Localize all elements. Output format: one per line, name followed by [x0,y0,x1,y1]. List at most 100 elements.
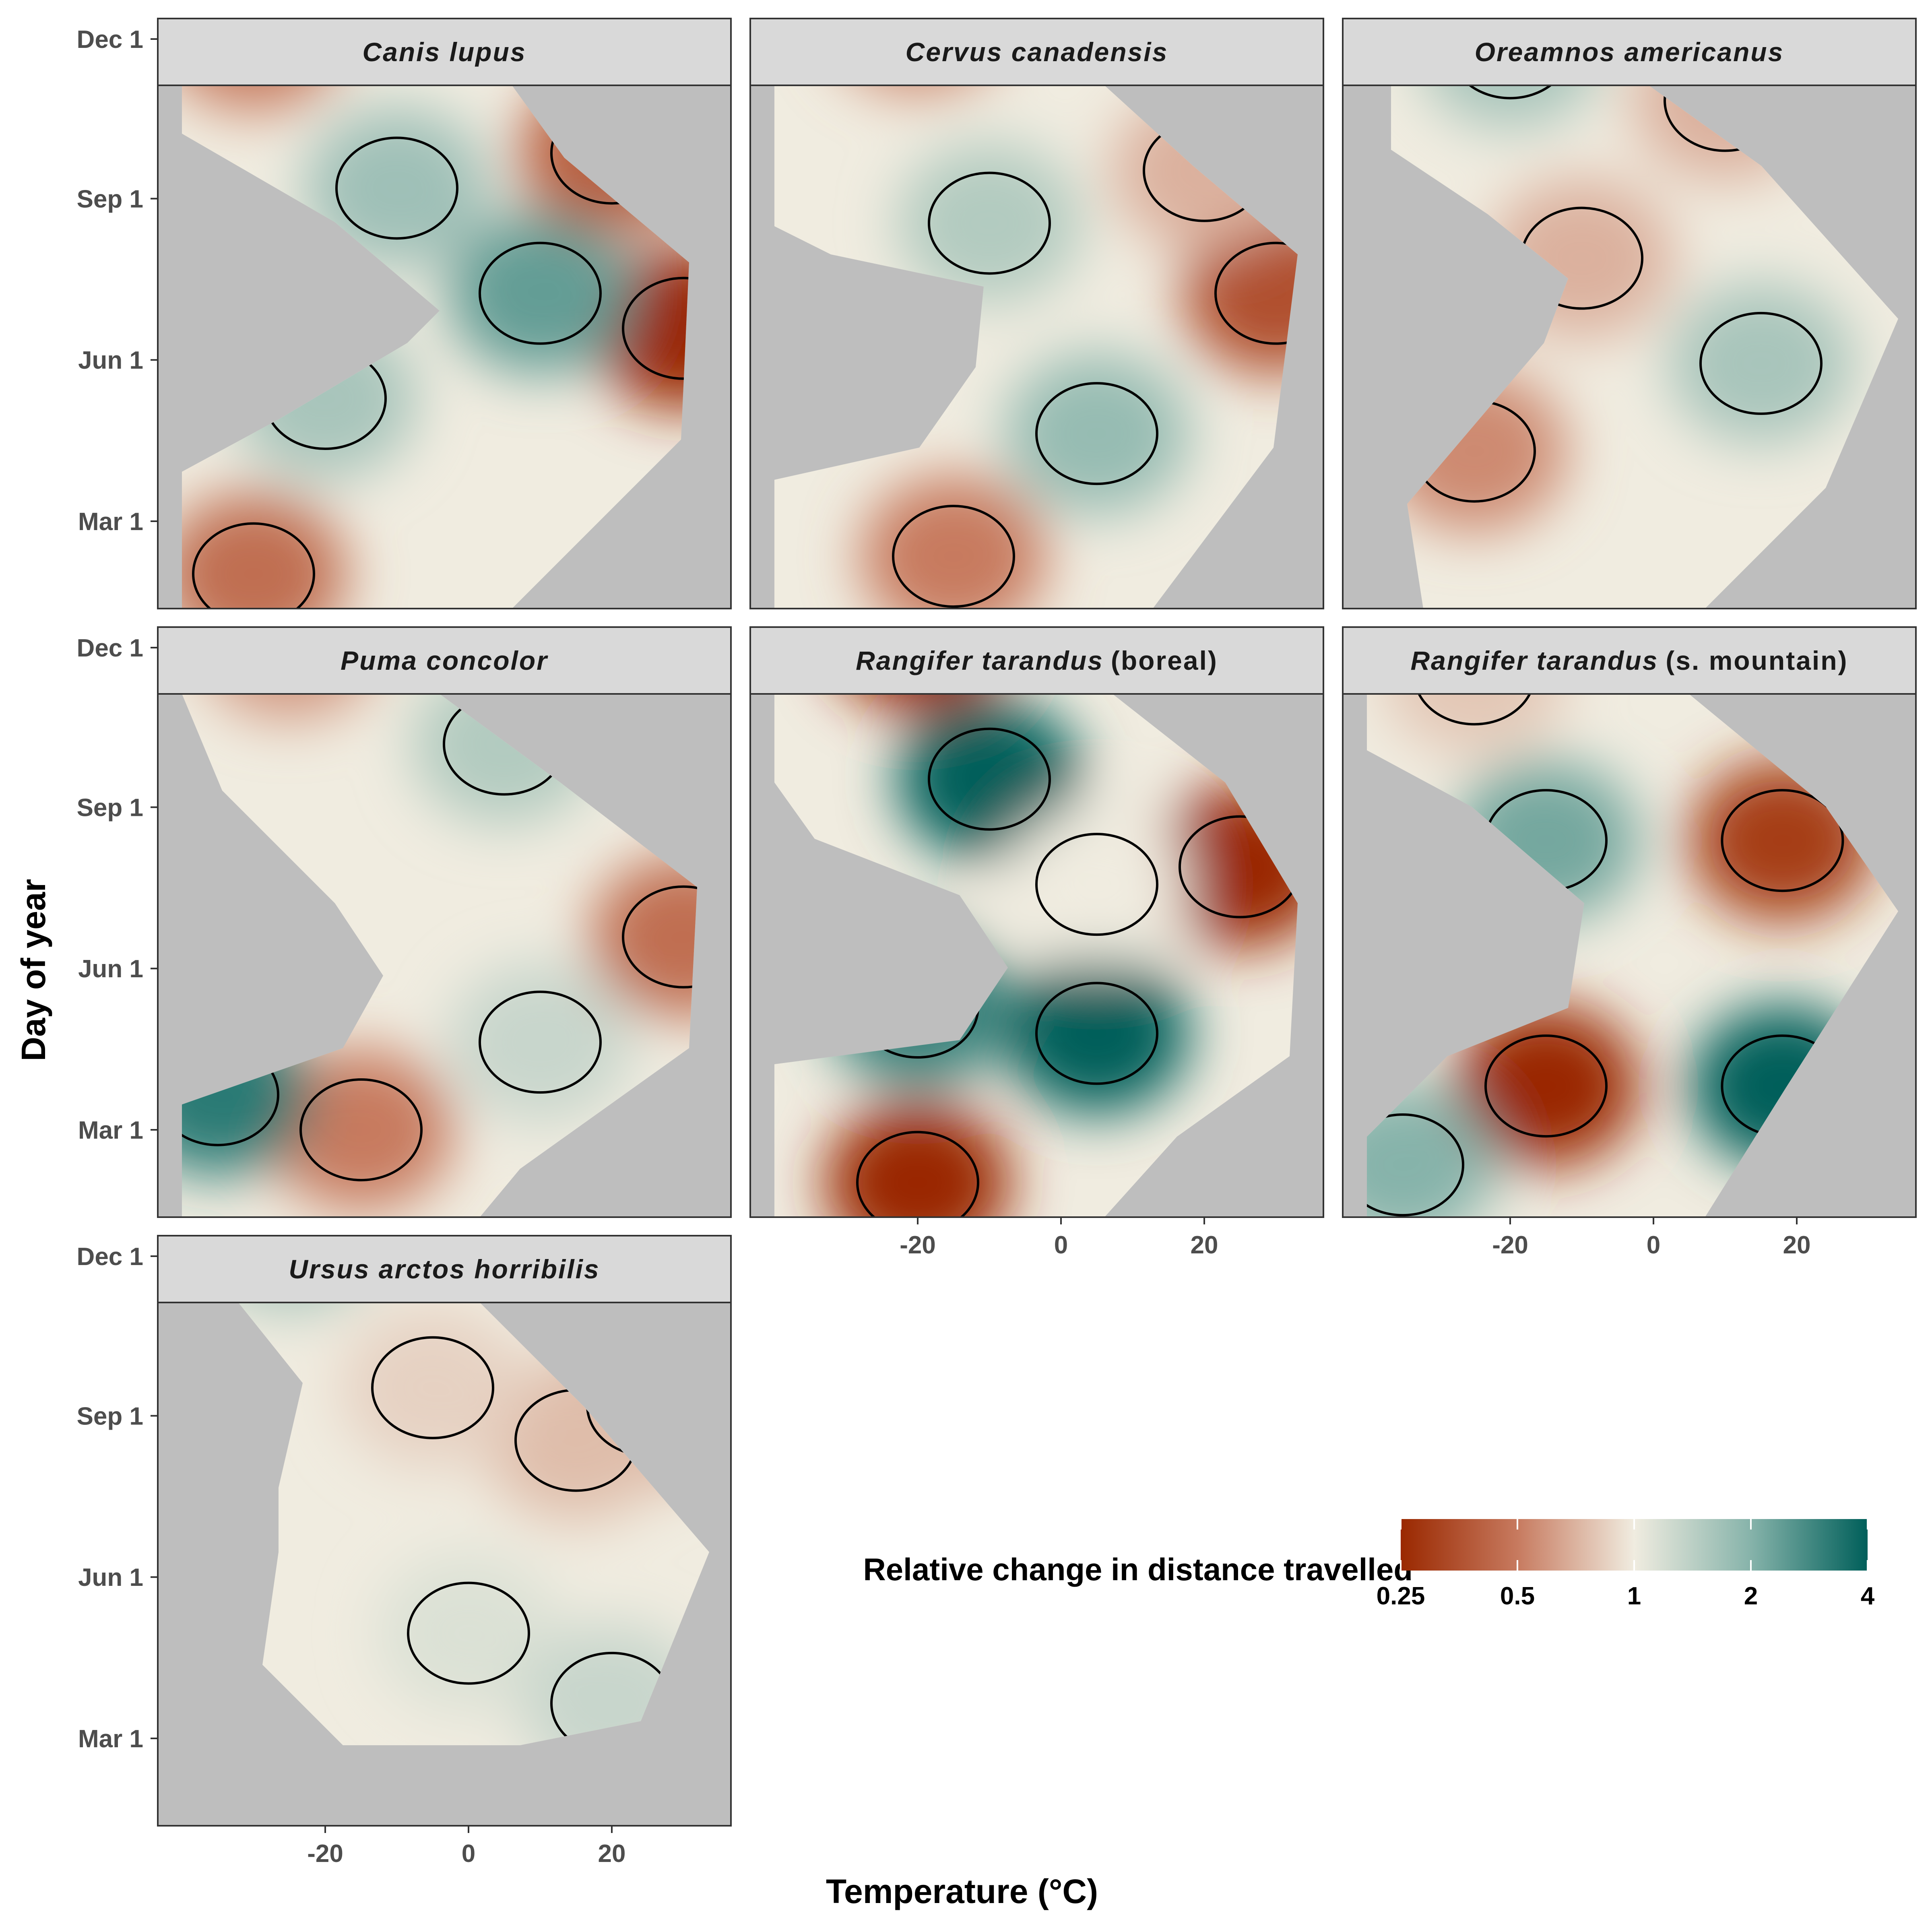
heatmap-cell [376,1552,561,1714]
heatmap-cell [591,248,689,409]
facet-panel: Cervus canadensis [749,18,1324,609]
heatmap-cell [1668,283,1854,444]
facet-title: Canis lupus [362,37,526,67]
contour-line [1035,382,1158,485]
y-tick-label: Mar 1 [78,508,143,536]
contour-line [622,885,697,989]
contour-line [1413,694,1536,726]
facet-title: Cervus canadensis [906,37,1168,67]
y-tick-label: Sep 1 [77,185,143,213]
x-tick-label: 0 [1647,1231,1660,1259]
panel-border [749,85,1324,609]
facet-panel: Ursus arctos horribilis Mar 1 Jun 1 Sep 1 De… [77,1235,732,1868]
heatmap-cell [825,1102,1010,1217]
facet-title: Rangifer tarandus (boreal) [856,646,1218,675]
y-tick-label: Sep 1 [77,794,143,822]
panel-border [1342,693,1917,1218]
legend-tick-label: 2 [1744,1582,1758,1610]
facet-panel: Canis lupus Mar 1 Jun 1 Sep 1 Dec 1 [77,18,732,609]
heatmap-cell [1004,953,1189,1114]
facet-title-qualifier: (s. mountain) [1666,646,1848,675]
facet-title: Oreamnos americanus [1475,37,1784,67]
heatmap-cell [304,107,489,269]
heatmap-cell [1382,694,1567,755]
heatmap-cell [182,493,346,609]
y-tick-label: Sep 1 [77,1402,143,1430]
x-tick-label: 0 [1054,1231,1068,1259]
y-tick-label: Dec 1 [77,26,143,54]
heatmap-cell [1418,85,1603,128]
contour-line [1179,815,1298,919]
x-tick-label: -20 [1492,1231,1528,1259]
y-tick-label: Jun 1 [78,1564,143,1591]
contour-line [1214,242,1298,345]
contour-line [1484,1034,1608,1138]
y-tick-label: Mar 1 [78,1117,143,1144]
contour-line [407,1581,530,1685]
facet-strip [157,626,732,695]
facet-strip [157,1235,732,1303]
heatmap-cell [340,1307,525,1468]
facet-title: Puma concolor [341,646,548,675]
heatmap-cell [268,1049,454,1210]
facet-strip [1342,18,1917,86]
heatmap-cell [1004,353,1189,514]
legend-tick-label: 4 [1861,1582,1875,1610]
facet-panel: Puma concolor Mar 1 Jun 1 Sep 1 Dec 1 [77,626,732,1218]
contour-line [479,242,602,345]
facet-title-species: Canis lupus [362,37,526,67]
color-legend: Relative change in distance travelled 0.… [863,1519,1875,1610]
heatmap-cell [448,962,633,1123]
facet-panel: Oreamnos americanus [1342,18,1917,609]
x-tick-label: 20 [1191,1231,1218,1259]
facet-panel: Rangifer tarandus (boreal) -20 0 20 [749,626,1324,1259]
contour-line [928,727,1051,831]
heatmap-cell [897,698,1082,860]
heatmap-cell [591,856,697,1018]
contour-line [1449,85,1572,99]
panel-border [749,693,1324,1218]
contour-line [1035,833,1158,936]
facet-title-species: Cervus canadensis [906,37,1168,67]
contour-line [371,1336,494,1439]
contour-line [928,171,1051,275]
x-tick-label: 20 [598,1840,626,1868]
facet-panel: Rangifer tarandus (s. mountain) -20 0 20 [1342,626,1917,1259]
facet-panels: Canis lupus Mar 1 Jun 1 Sep 1 Dec 1 Cervus ca… [77,18,1917,1868]
contour-line [192,522,315,609]
heatmap-cell [861,476,1046,609]
x-axis-title: Temperature (°C) [826,1872,1098,1910]
facet-title-species: Oreamnos americanus [1475,37,1784,67]
heatmap-cell [1183,213,1298,374]
contour-line [1699,312,1823,415]
facet-strip [749,626,1324,695]
x-tick-label: -20 [900,1231,936,1259]
y-tick-label: Dec 1 [77,1243,143,1271]
facet-title-species: Ursus arctos horribilis [289,1254,600,1284]
heatmap-cell [448,213,633,374]
y-axis-title: Day of year [14,879,52,1061]
heatmap-cell [1004,804,1189,965]
panel-border [157,85,732,609]
contour-line [622,277,689,380]
facet-title-species: Rangifer tarandus [1410,646,1658,675]
facet-title: Rangifer tarandus (s. mountain) [1410,646,1848,675]
contour-line [856,1131,979,1217]
legend-title: Relative change in distance travelled [863,1552,1413,1587]
legend-tick-label: 1 [1627,1582,1641,1610]
y-tick-label: Dec 1 [77,634,143,662]
contour-line [1721,789,1844,892]
heatmap-cell [1453,1005,1639,1167]
contour-line [1367,1113,1464,1217]
panel-border [157,693,732,1218]
contour-line [892,505,1015,608]
y-tick-label: Jun 1 [78,347,143,374]
contour-line [299,1078,423,1181]
facet-strip [157,18,732,86]
y-tick-label: Mar 1 [78,1725,143,1753]
facet-title: Ursus arctos horribilis [289,1254,600,1284]
x-tick-label: -20 [307,1840,343,1868]
panel-border [157,1302,732,1827]
facet-strip [749,18,1324,86]
